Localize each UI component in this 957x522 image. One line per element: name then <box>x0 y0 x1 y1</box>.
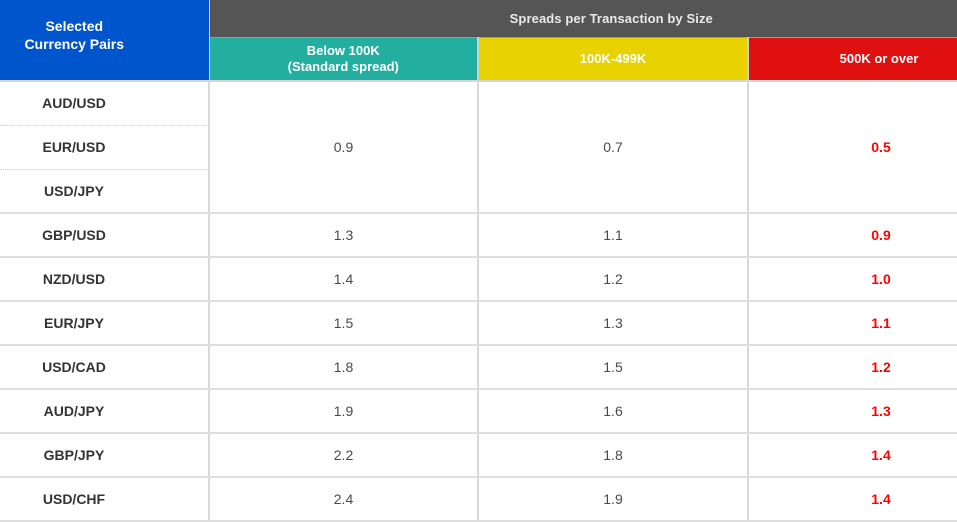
spread-below-100k: 0.9 <box>209 81 479 214</box>
table-row: EUR/JPY 1.5 1.3 1.1 <box>0 301 957 346</box>
spread-500k-over: 1.2 <box>748 345 957 390</box>
spreads-group-header: Spreads per Transaction by Size <box>209 0 957 38</box>
table-row: GBP/USD 1.3 1.1 0.9 <box>0 213 957 258</box>
spread-100k-499k: 1.5 <box>478 345 749 390</box>
spread-500k-over: 0.9 <box>748 213 957 258</box>
currency-pairs-header: Selected Currency Pairs <box>0 0 210 82</box>
pair-label: USD/JPY <box>0 169 210 214</box>
spread-100k-499k: 1.2 <box>478 257 749 302</box>
spread-below-100k: 2.2 <box>209 433 479 478</box>
spread-below-100k: 1.5 <box>209 301 479 346</box>
tier-header-100k-499k: 100K-499K <box>478 37 749 82</box>
spread-500k-over: 1.1 <box>748 301 957 346</box>
spread-below-100k: 1.3 <box>209 213 479 258</box>
tier-header-500k-over: 500K or over <box>748 37 957 82</box>
pair-label: GBP/JPY <box>0 433 210 478</box>
table-row: GBP/JPY 2.2 1.8 1.4 <box>0 433 957 478</box>
spread-100k-499k: 0.7 <box>478 81 749 214</box>
spread-500k-over: 0.5 <box>748 81 957 214</box>
table-row: USD/JPY <box>0 169 957 214</box>
tier-header-below-100k: Below 100K (Standard spread) <box>209 37 479 82</box>
spread-500k-over: 1.0 <box>748 257 957 302</box>
pair-label: USD/CAD <box>0 345 210 390</box>
spread-100k-499k: 1.6 <box>478 389 749 434</box>
table-row: EUR/USD <box>0 125 957 170</box>
table-row: AUD/USD 0.9 0.7 0.5 <box>0 81 957 214</box>
table-row: NZD/USD 1.4 1.2 1.0 <box>0 257 957 302</box>
table-row: USD/CHF 2.4 1.9 1.4 <box>0 477 957 522</box>
spread-100k-499k: 1.3 <box>478 301 749 346</box>
spread-below-100k: 1.9 <box>209 389 479 434</box>
spread-below-100k: 1.8 <box>209 345 479 390</box>
pair-label: GBP/USD <box>0 213 210 258</box>
spread-below-100k: 2.4 <box>209 477 479 522</box>
pair-label: EUR/USD <box>0 125 210 170</box>
pair-label: AUD/JPY <box>0 389 210 434</box>
spread-500k-over: 1.3 <box>748 389 957 434</box>
table-row: AUD/JPY 1.9 1.6 1.3 <box>0 389 957 434</box>
table-row: USD/CAD 1.8 1.5 1.2 <box>0 345 957 390</box>
spread-100k-499k: 1.8 <box>478 433 749 478</box>
spread-below-100k: 1.4 <box>209 257 479 302</box>
spread-500k-over: 1.4 <box>748 433 957 478</box>
spread-500k-over: 1.4 <box>748 477 957 522</box>
pair-label: EUR/JPY <box>0 301 210 346</box>
spread-100k-499k: 1.9 <box>478 477 749 522</box>
pair-label: AUD/USD <box>0 81 210 126</box>
pair-label: NZD/USD <box>0 257 210 302</box>
spread-100k-499k: 1.1 <box>478 213 749 258</box>
pair-label: USD/CHF <box>0 477 210 522</box>
